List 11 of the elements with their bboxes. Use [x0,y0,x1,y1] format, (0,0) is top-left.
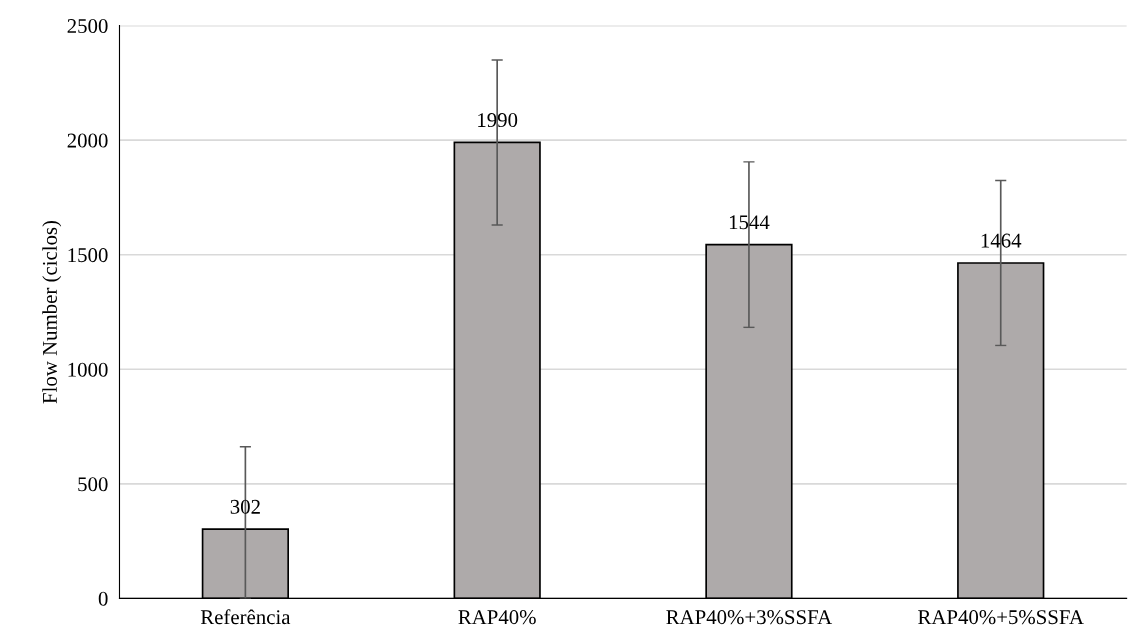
x-tick-label: RAP40%+5%SSFA [918,610,1084,625]
y-tick-label: 500 [78,477,108,492]
y-tick-label: 1500 [68,248,108,263]
y-tick-label: 0 [98,591,108,606]
y-tick-label: 2500 [67,18,108,34]
y-tick-label: 1000 [68,362,108,377]
x-tick-label: Referência [200,609,291,625]
x-tick-label: RAP40% [458,610,536,625]
y-tick-label: 2000 [67,133,108,148]
x-tick-label: RAP40%+3%SSFA [666,610,833,625]
y-axis-title: Flow Number (ciclos) [42,220,62,404]
